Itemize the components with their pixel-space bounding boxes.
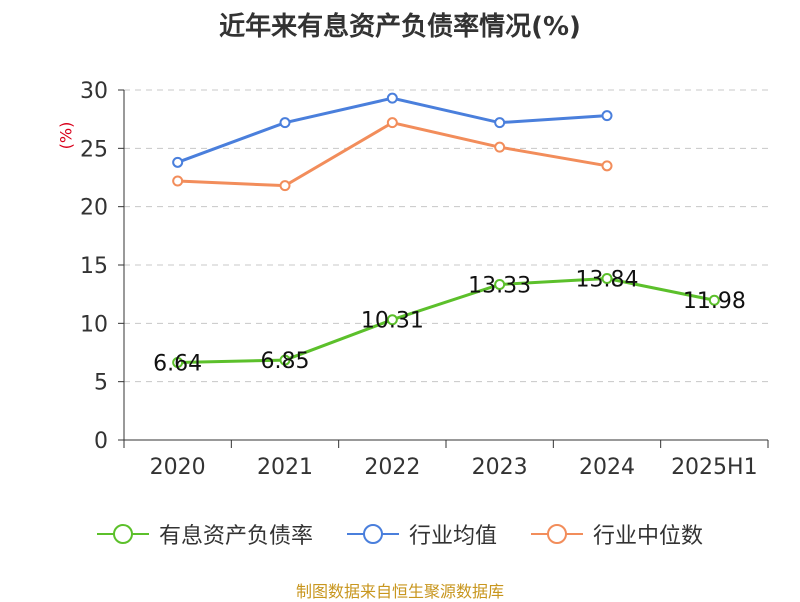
y-tick-label: 5 [94, 371, 108, 396]
chart-title: 近年来有息资产负债率情况(%) [219, 12, 581, 42]
data-point [601, 273, 613, 285]
data-point [494, 141, 506, 153]
legend-label: 有息资产负债率 [158, 524, 313, 549]
data-point [279, 180, 291, 192]
data-point [601, 160, 613, 172]
y-tick-label: 25 [80, 137, 108, 162]
legend-item-industry-mean[interactable]: 行业均值 [346, 518, 497, 550]
x-tick-label: 2024 [579, 455, 635, 480]
y-tick-label: 0 [94, 429, 108, 454]
y-tick-label: 10 [80, 312, 108, 337]
data-point [386, 117, 398, 129]
legend-label: 行业均值 [408, 524, 497, 549]
legend-swatch-blue [346, 524, 399, 544]
data-label: 13.33 [468, 273, 531, 298]
y-tick-label: 20 [80, 196, 108, 221]
chart-legend: 有息资产负债率 行业均值 行业中位数 [0, 518, 800, 550]
legend-item-industry-median[interactable]: 行业中位数 [531, 518, 703, 550]
data-label: 6.64 [153, 352, 202, 377]
data-source-note: 制图数据来自恒生聚源数据库 [295, 582, 504, 601]
series-line-2 [177, 121, 608, 188]
data-point [386, 92, 398, 104]
x-tick-label: 2025H1 [671, 455, 758, 480]
data-point [386, 314, 398, 326]
data-point [172, 156, 184, 168]
series-line-1 [177, 96, 608, 164]
legend-swatch-green [96, 524, 149, 544]
data-point [172, 357, 184, 369]
x-tick-label: 2021 [257, 455, 313, 480]
data-point [601, 110, 613, 122]
y-tick-label: 30 [80, 79, 108, 104]
legend-swatch-orange [531, 524, 583, 544]
legend-item-interest-debt-ratio[interactable]: 有息资产负债率 [96, 518, 313, 550]
x-tick-label: 2020 [150, 455, 206, 480]
data-point [279, 117, 291, 129]
series-line-0 [177, 277, 715, 365]
data-point [172, 175, 184, 187]
data-label: 10.31 [361, 309, 424, 334]
data-label: 6.85 [261, 349, 310, 374]
y-tick-label: 15 [80, 254, 108, 279]
data-label: 11.98 [683, 289, 746, 314]
x-tick-label: 2023 [472, 455, 528, 480]
x-tick-label: 2022 [364, 455, 420, 480]
data-point [494, 278, 506, 290]
data-label: 13.84 [576, 268, 639, 293]
data-point [494, 117, 506, 129]
legend-label: 行业中位数 [593, 524, 704, 549]
data-point [279, 354, 291, 366]
data-point [708, 294, 720, 306]
